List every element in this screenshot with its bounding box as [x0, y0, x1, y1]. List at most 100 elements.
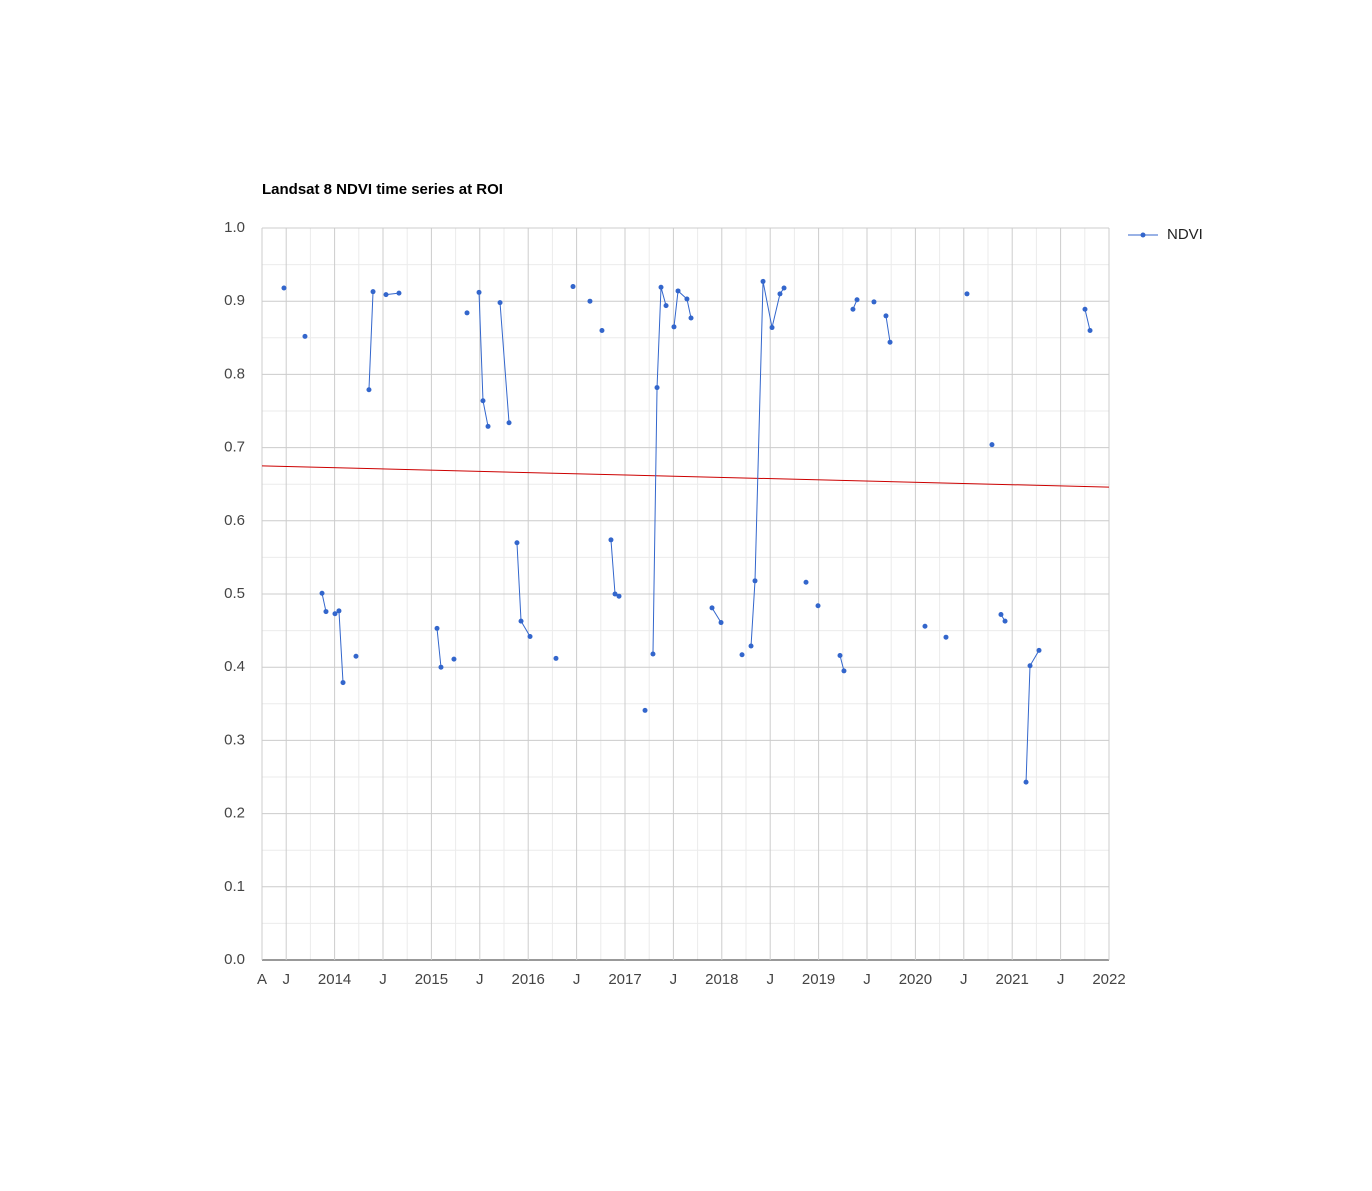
data-point — [837, 652, 843, 658]
x-tick-label: 2022 — [1092, 971, 1125, 988]
data-point — [1087, 327, 1093, 333]
data-point — [688, 315, 694, 321]
data-point — [570, 284, 576, 290]
y-tick-label: 1.0 — [224, 219, 245, 236]
data-point — [922, 623, 928, 629]
data-point — [332, 611, 338, 617]
data-point — [616, 593, 622, 599]
data-point — [684, 296, 690, 302]
data-point — [1082, 306, 1088, 312]
data-point — [709, 605, 715, 611]
data-point — [353, 653, 359, 659]
data-point — [663, 303, 669, 309]
data-point — [527, 633, 533, 639]
data-point — [841, 668, 847, 674]
data-point — [769, 325, 775, 331]
data-point — [998, 611, 1004, 617]
data-point — [485, 423, 491, 429]
x-tick-label: A — [257, 971, 267, 988]
data-point — [675, 288, 681, 294]
y-tick-label: 0.9 — [224, 292, 245, 309]
x-tick-label: J — [282, 971, 290, 988]
y-tick-label: 0.1 — [224, 878, 245, 895]
data-point — [1002, 618, 1008, 624]
data-point — [989, 442, 995, 448]
legend-marker — [1140, 232, 1146, 238]
data-point — [883, 313, 889, 319]
data-point — [323, 609, 329, 615]
series-line — [321, 281, 1091, 783]
data-point — [514, 540, 520, 546]
x-tick-label: J — [476, 971, 484, 988]
data-point — [1036, 647, 1042, 653]
y-tick-label: 0.3 — [224, 731, 245, 748]
y-tick-label: 0.5 — [224, 585, 245, 602]
data-point — [781, 285, 787, 291]
data-point — [748, 643, 754, 649]
data-point — [1027, 663, 1033, 669]
data-point — [964, 291, 970, 297]
data-point — [587, 298, 593, 304]
data-point — [518, 618, 524, 624]
data-point — [497, 300, 503, 306]
y-tick-label: 0.2 — [224, 805, 245, 822]
data-point — [464, 310, 470, 316]
data-point — [777, 291, 783, 297]
data-point — [760, 278, 766, 284]
data-point — [854, 297, 860, 303]
data-point — [599, 327, 605, 333]
data-point — [752, 578, 758, 584]
data-point — [383, 292, 389, 298]
x-tick-label: 2015 — [415, 971, 448, 988]
chart-title: Landsat 8 NDVI time series at ROI — [262, 181, 503, 198]
data-point — [1023, 779, 1029, 785]
x-tick-label: 2021 — [996, 971, 1029, 988]
data-point — [650, 651, 656, 657]
x-tick-label: 2017 — [608, 971, 641, 988]
data-point — [336, 608, 342, 614]
data-point — [642, 707, 648, 713]
x-tick-label: J — [670, 971, 678, 988]
data-point — [451, 656, 457, 662]
x-tick-label: J — [960, 971, 968, 988]
legend-label: NDVI — [1167, 226, 1203, 243]
data-point — [506, 420, 512, 426]
data-point — [434, 625, 440, 631]
x-tick-label: J — [379, 971, 387, 988]
data-point — [850, 306, 856, 312]
data-point — [302, 333, 308, 339]
data-point — [658, 284, 664, 290]
data-point — [654, 385, 660, 391]
data-point — [480, 398, 486, 404]
x-tick-label: 2014 — [318, 971, 351, 988]
data-point — [671, 324, 677, 330]
data-point — [281, 285, 287, 291]
x-tick-label: 2019 — [802, 971, 835, 988]
data-point — [718, 620, 724, 626]
x-tick-label: 2018 — [705, 971, 738, 988]
data-point — [871, 299, 877, 305]
x-tick-label: J — [1057, 971, 1065, 988]
x-tick-label: J — [573, 971, 581, 988]
data-point — [943, 634, 949, 640]
data-point — [438, 664, 444, 670]
data-point — [370, 289, 376, 295]
y-tick-label: 0.4 — [224, 658, 245, 675]
data-point — [887, 339, 893, 345]
y-tick-label: 0.0 — [224, 951, 245, 968]
data-point — [319, 590, 325, 596]
data-point — [612, 591, 618, 597]
trendline — [261, 465, 1110, 488]
data-point — [476, 289, 482, 295]
data-point — [803, 579, 809, 585]
data-point — [739, 652, 745, 658]
x-tick-label: 2016 — [512, 971, 545, 988]
x-tick-label: 2020 — [899, 971, 932, 988]
x-tick-label: J — [863, 971, 871, 988]
y-tick-label: 0.6 — [224, 512, 245, 529]
data-point — [553, 655, 559, 661]
y-tick-label: 0.7 — [224, 439, 245, 456]
data-point — [608, 537, 614, 543]
x-tick-label: J — [766, 971, 774, 988]
